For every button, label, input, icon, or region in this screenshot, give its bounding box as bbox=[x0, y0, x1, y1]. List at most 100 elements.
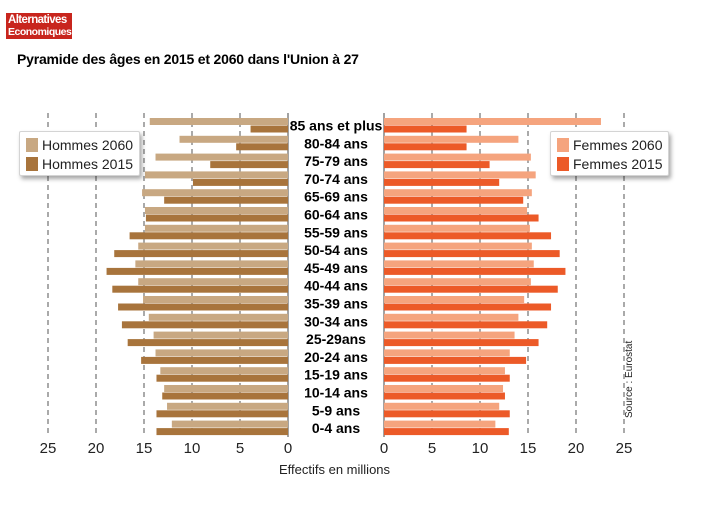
bar-hommes-2015 bbox=[114, 250, 289, 258]
category-label: 50-54 ans bbox=[304, 242, 368, 258]
bar-hommes-2060 bbox=[135, 260, 288, 268]
bar-femmes-2060 bbox=[384, 135, 519, 143]
bar-hommes-2015 bbox=[118, 303, 288, 311]
bar-femmes-2015 bbox=[384, 410, 510, 418]
bar-hommes-2060 bbox=[149, 118, 288, 125]
x-tick-label-left: 15 bbox=[136, 440, 153, 457]
category-label: 35-39 ans bbox=[304, 296, 368, 312]
legend-item-hommes-2060: Hommes 2060 bbox=[26, 135, 133, 154]
category-label: 55-59 ans bbox=[304, 224, 368, 240]
bar-femmes-2060 bbox=[384, 313, 519, 321]
bar-hommes-2060 bbox=[164, 385, 288, 392]
bar-hommes-2015 bbox=[236, 143, 288, 151]
bar-hommes-2060 bbox=[148, 313, 288, 321]
bar-femmes-2015 bbox=[384, 303, 552, 311]
legend-swatch-femmes-2015 bbox=[557, 156, 569, 171]
category-label: 80-84 ans bbox=[304, 135, 368, 151]
x-tick-label-left: 20 bbox=[88, 440, 105, 457]
bar-hommes-2060 bbox=[138, 278, 288, 286]
legend-label-hommes-2060: Hommes 2060 bbox=[42, 136, 134, 153]
bar-hommes-2015 bbox=[145, 214, 288, 222]
bar-hommes-2015 bbox=[156, 428, 288, 436]
bar-femmes-2015 bbox=[384, 214, 539, 222]
bar-femmes-2015 bbox=[384, 392, 505, 400]
bar-femmes-2060 bbox=[384, 420, 496, 428]
bar-femmes-2060 bbox=[384, 402, 500, 410]
bar-femmes-2015 bbox=[384, 232, 552, 240]
bar-hommes-2015 bbox=[112, 285, 288, 293]
bar-hommes-2060 bbox=[144, 171, 288, 179]
category-label: 45-49 ans bbox=[304, 260, 368, 276]
x-tick-label-right: 25 bbox=[616, 440, 633, 457]
category-label: 15-19 ans bbox=[304, 367, 368, 383]
bar-femmes-2060 bbox=[384, 296, 525, 303]
bar-femmes-2015 bbox=[384, 374, 510, 382]
bar-hommes-2060 bbox=[144, 224, 288, 232]
x-tick-label-left: 0 bbox=[284, 440, 292, 457]
bar-hommes-2060 bbox=[142, 189, 288, 197]
bar-femmes-2060 bbox=[384, 189, 532, 197]
bar-hommes-2060 bbox=[155, 349, 288, 357]
bar-femmes-2015 bbox=[384, 161, 490, 169]
bar-femmes-2060 bbox=[384, 207, 528, 214]
legend-swatch-femmes-2060 bbox=[557, 137, 569, 152]
x-tick-label-right: 15 bbox=[520, 440, 537, 457]
bar-femmes-2015 bbox=[384, 143, 467, 151]
legend-men: Hommes 2060 Hommes 2015 bbox=[19, 131, 141, 176]
bar-hommes-2060 bbox=[138, 242, 288, 250]
category-label: 70-74 ans bbox=[304, 171, 368, 187]
bar-hommes-2015 bbox=[162, 392, 288, 400]
category-label: 75-79 ans bbox=[304, 153, 368, 169]
bar-femmes-2015 bbox=[384, 339, 539, 347]
x-tick-label-left: 10 bbox=[184, 440, 201, 457]
bar-femmes-2060 bbox=[384, 118, 601, 125]
category-label: 0-4 ans bbox=[312, 420, 360, 436]
bar-femmes-2060 bbox=[384, 278, 531, 286]
bar-hommes-2015 bbox=[156, 410, 288, 418]
bar-hommes-2015 bbox=[106, 267, 288, 275]
logo-line-1: Alternatives bbox=[8, 14, 67, 26]
bar-hommes-2015 bbox=[192, 178, 288, 186]
bar-femmes-2015 bbox=[384, 285, 558, 293]
bar-femmes-2060 bbox=[384, 349, 510, 357]
legend-item-femmes-2060: Femmes 2060 bbox=[557, 135, 662, 154]
logo-line-2: Economiques bbox=[8, 26, 72, 38]
bar-femmes-2015 bbox=[384, 196, 524, 204]
legend-label-hommes-2015: Hommes 2015 bbox=[42, 155, 134, 172]
bar-femmes-2060 bbox=[384, 260, 534, 268]
legend-label-femmes-2015: Femmes 2015 bbox=[573, 155, 663, 172]
x-tick-label-right: 0 bbox=[380, 440, 388, 457]
category-label: 85 ans et plus bbox=[290, 118, 383, 134]
x-tick-label-right: 10 bbox=[472, 440, 489, 457]
legend-swatch-hommes-2060 bbox=[26, 137, 38, 152]
bar-hommes-2015 bbox=[156, 374, 288, 382]
category-label: 30-34 ans bbox=[304, 313, 368, 329]
legend-item-femmes-2015: Femmes 2015 bbox=[557, 154, 662, 173]
legend-item-hommes-2015: Hommes 2015 bbox=[26, 154, 133, 173]
bar-hommes-2015 bbox=[127, 339, 289, 347]
bar-hommes-2060 bbox=[179, 135, 288, 143]
bar-hommes-2060 bbox=[144, 207, 288, 214]
bar-hommes-2015 bbox=[164, 196, 288, 204]
bar-hommes-2015 bbox=[141, 356, 288, 364]
bar-hommes-2060 bbox=[160, 367, 288, 375]
legend-swatch-hommes-2015 bbox=[26, 156, 38, 171]
legend-label-femmes-2060: Femmes 2060 bbox=[573, 136, 663, 153]
category-label: 65-69 ans bbox=[304, 189, 368, 205]
x-tick-label-left: 5 bbox=[236, 440, 244, 457]
bar-hommes-2060 bbox=[143, 296, 288, 303]
category-label: 40-44 ans bbox=[304, 278, 368, 294]
legend-women: Femmes 2060 Femmes 2015 bbox=[550, 131, 670, 176]
x-tick-label-right: 5 bbox=[428, 440, 436, 457]
bar-femmes-2015 bbox=[384, 356, 527, 364]
category-label: 25-29ans bbox=[306, 331, 366, 347]
bar-hommes-2015 bbox=[250, 125, 288, 133]
x-axis-label: Effectifs en millions bbox=[279, 462, 391, 477]
bar-hommes-2060 bbox=[155, 153, 288, 161]
bar-hommes-2060 bbox=[167, 402, 288, 410]
bar-femmes-2060 bbox=[384, 224, 530, 232]
bar-femmes-2060 bbox=[384, 242, 532, 250]
bar-femmes-2060 bbox=[384, 367, 505, 375]
category-label: 10-14 ans bbox=[304, 385, 368, 401]
